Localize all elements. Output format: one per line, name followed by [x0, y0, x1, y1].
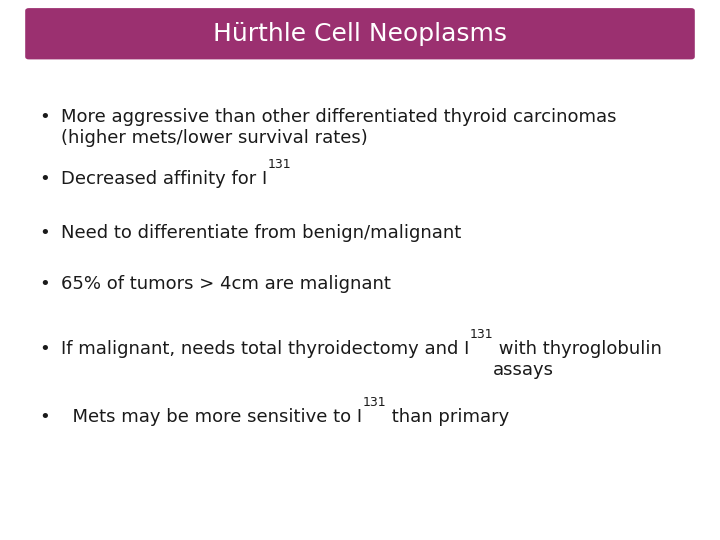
- Text: •: •: [40, 340, 50, 358]
- Text: 131: 131: [469, 328, 493, 341]
- Text: Hürthle Cell Neoplasms: Hürthle Cell Neoplasms: [213, 22, 507, 46]
- Text: •: •: [40, 224, 50, 242]
- Text: More aggressive than other differentiated thyroid carcinomas
(higher mets/lower : More aggressive than other differentiate…: [61, 108, 617, 147]
- Text: with thyroglobulin
assays: with thyroglobulin assays: [493, 340, 662, 379]
- Text: 131: 131: [267, 158, 291, 171]
- FancyBboxPatch shape: [25, 8, 695, 59]
- Text: than primary: than primary: [386, 408, 509, 426]
- Text: •: •: [40, 275, 50, 293]
- Text: If malignant, needs total thyroidectomy and I: If malignant, needs total thyroidectomy …: [61, 340, 469, 358]
- Text: •: •: [40, 108, 50, 126]
- Text: Decreased affinity for I: Decreased affinity for I: [61, 170, 267, 188]
- Text: •: •: [40, 408, 50, 426]
- Text: 131: 131: [362, 396, 386, 409]
- Text: •: •: [40, 170, 50, 188]
- Text: Need to differentiate from benign/malignant: Need to differentiate from benign/malign…: [61, 224, 462, 242]
- Text: Mets may be more sensitive to I: Mets may be more sensitive to I: [61, 408, 362, 426]
- Text: 65% of tumors > 4cm are malignant: 65% of tumors > 4cm are malignant: [61, 275, 391, 293]
